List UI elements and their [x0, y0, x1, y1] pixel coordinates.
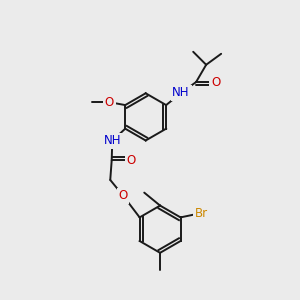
Text: O: O	[105, 96, 114, 109]
Text: NH: NH	[172, 86, 190, 100]
Text: NH: NH	[103, 134, 121, 147]
Text: O: O	[127, 154, 136, 167]
Text: O: O	[211, 76, 220, 88]
Text: Br: Br	[195, 207, 208, 220]
Text: O: O	[118, 189, 128, 202]
